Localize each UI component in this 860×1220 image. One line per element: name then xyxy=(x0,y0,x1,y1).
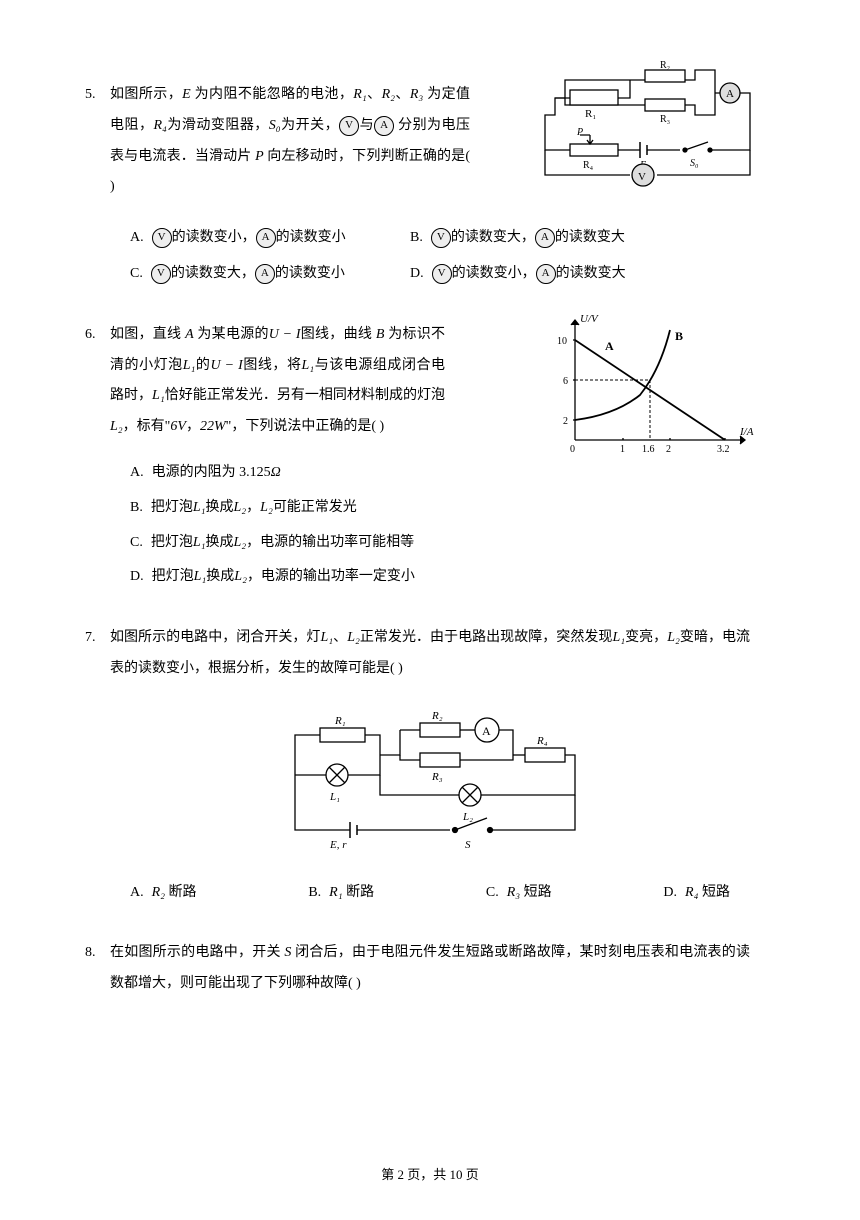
svg-text:R₁: R₁ xyxy=(334,715,346,727)
option-a: A.R₂ 断路 xyxy=(130,878,197,909)
svg-text:R₂: R₂ xyxy=(660,60,670,71)
svg-text:A: A xyxy=(482,724,491,738)
svg-text:3.2: 3.2 xyxy=(717,444,730,455)
var-p: P xyxy=(255,149,264,164)
svg-text:R₃: R₃ xyxy=(431,771,443,783)
question-number: 6. xyxy=(85,320,96,351)
option-c: C.把灯泡L₁换成L₂，电源的输出功率可能相等 xyxy=(130,528,750,559)
option-b: B.把灯泡L₁换成L₂，L₂可能正常发光 xyxy=(130,493,750,524)
var-r3: R₃ xyxy=(410,87,423,102)
question-6: 6. U/V I/A A xyxy=(110,320,750,593)
svg-text:R₄: R₄ xyxy=(536,735,548,747)
var-r4: R₄ xyxy=(153,118,166,133)
option-c: C.R₃ 短路 xyxy=(486,878,552,909)
svg-text:10: 10 xyxy=(557,336,567,347)
svg-text:S₀: S₀ xyxy=(690,158,699,169)
option-d: D.R₄ 短路 xyxy=(663,878,730,909)
svg-text:L₁: L₁ xyxy=(329,791,340,803)
options-q6: A.电源的内阻为 3.125Ω B.把灯泡L₁换成L₂，L₂可能正常发光 C.把… xyxy=(110,458,750,593)
svg-text:U/V: U/V xyxy=(580,313,599,325)
voltmeter-icon: V xyxy=(432,264,452,284)
var-r2: R₂ xyxy=(382,87,395,102)
page-footer: 第 2 页，共 10 页 xyxy=(0,1161,860,1190)
svg-text:L₂: L₂ xyxy=(462,811,473,823)
svg-text:6: 6 xyxy=(563,376,568,387)
question-text: 在如图所示的电路中，开关 S 闭合后，由于电阻元件发生短路或断路故障，某时刻电压… xyxy=(110,938,750,1000)
option-a: A.V的读数变小，A的读数变小 xyxy=(130,223,410,254)
svg-text:R₂: R₂ xyxy=(431,710,443,722)
ammeter-icon: A xyxy=(535,228,555,248)
svg-text:R₁: R₁ xyxy=(585,108,596,120)
circuit-diagram-q5: R₂ R₃ R₁ A xyxy=(535,60,760,203)
svg-text:A: A xyxy=(726,88,734,100)
question-number: 8. xyxy=(85,938,96,969)
svg-text:0: 0 xyxy=(570,444,575,455)
options-q7: A.R₂ 断路 B.R₁ 断路 C.R₃ 短路 D.R₄ 短路 xyxy=(110,878,750,909)
var-ui: U − I xyxy=(269,327,301,342)
svg-text:I/A: I/A xyxy=(739,426,754,438)
var-l2: L₂ xyxy=(110,419,123,434)
option-c: C.V的读数变大，A的读数变小 xyxy=(130,259,410,290)
var-e: E xyxy=(182,87,191,102)
ammeter-icon: A xyxy=(255,264,275,284)
voltmeter-icon: V xyxy=(339,116,359,136)
question-5: 5. R₂ R₃ xyxy=(110,80,750,290)
option-b: B.V的读数变大，A的读数变大 xyxy=(410,223,690,254)
question-number: 7. xyxy=(85,623,96,654)
ammeter-icon: A xyxy=(374,116,394,136)
svg-text:R₄: R₄ xyxy=(583,160,594,171)
question-7: 7. 如图所示的电路中，闭合开关，灯L₁、L₂正常发光．由于电路出现故障，突然发… xyxy=(110,623,750,908)
question-8: 8. 在如图所示的电路中，开关 S 闭合后，由于电阻元件发生短路或断路故障，某时… xyxy=(110,938,750,1000)
page-container: 5. R₂ R₃ xyxy=(0,0,860,1220)
question-text: 如图所示，E 为内阻不能忽略的电池，R₁、R₂、R₃ 为定值电阻，R₄为滑动变阻… xyxy=(110,80,470,203)
svg-text:S: S xyxy=(465,839,471,850)
voltmeter-icon: V xyxy=(431,228,451,248)
svg-text:E, r: E, r xyxy=(329,839,347,850)
svg-text:1: 1 xyxy=(620,444,625,455)
ammeter-icon: A xyxy=(256,228,276,248)
question-text: 如图所示的电路中，闭合开关，灯L₁、L₂正常发光．由于电路出现故障，突然发现L₁… xyxy=(110,623,750,685)
voltmeter-icon: V xyxy=(151,264,171,284)
var-a: A xyxy=(185,327,194,342)
voltmeter-icon: V xyxy=(152,228,172,248)
question-number: 5. xyxy=(85,80,96,111)
option-b: B.R₁ 断路 xyxy=(308,878,374,909)
var-s0: S₀ xyxy=(269,118,281,133)
svg-text:B: B xyxy=(675,329,683,343)
var-l1: L₁ xyxy=(183,358,196,373)
options-q5: A.V的读数变小，A的读数变小 B.V的读数变大，A的读数变大 C.V的读数变大… xyxy=(110,223,750,290)
svg-text:A: A xyxy=(605,339,614,353)
question-text: 如图，直线 A 为某电源的U − I图线，曲线 B 为标识不清的小灯泡L₁的U … xyxy=(110,320,445,443)
circuit-diagram-q7: R₁ L₁ R₂ xyxy=(110,700,750,863)
svg-text:2: 2 xyxy=(563,416,568,427)
svg-text:2: 2 xyxy=(666,444,671,455)
svg-text:P: P xyxy=(576,127,583,138)
svg-text:R₃: R₃ xyxy=(660,114,670,125)
ammeter-icon: A xyxy=(536,264,556,284)
graph-q6: U/V I/A A B 10 6 2 xyxy=(545,310,760,473)
option-d: D.把灯泡L₁换成L₂，电源的输出功率一定变小 xyxy=(130,562,750,593)
svg-text:1.6: 1.6 xyxy=(642,444,655,455)
option-d: D.V的读数变小，A的读数变大 xyxy=(410,259,690,290)
var-r1: R₁ xyxy=(353,87,366,102)
svg-text:V: V xyxy=(638,171,646,183)
